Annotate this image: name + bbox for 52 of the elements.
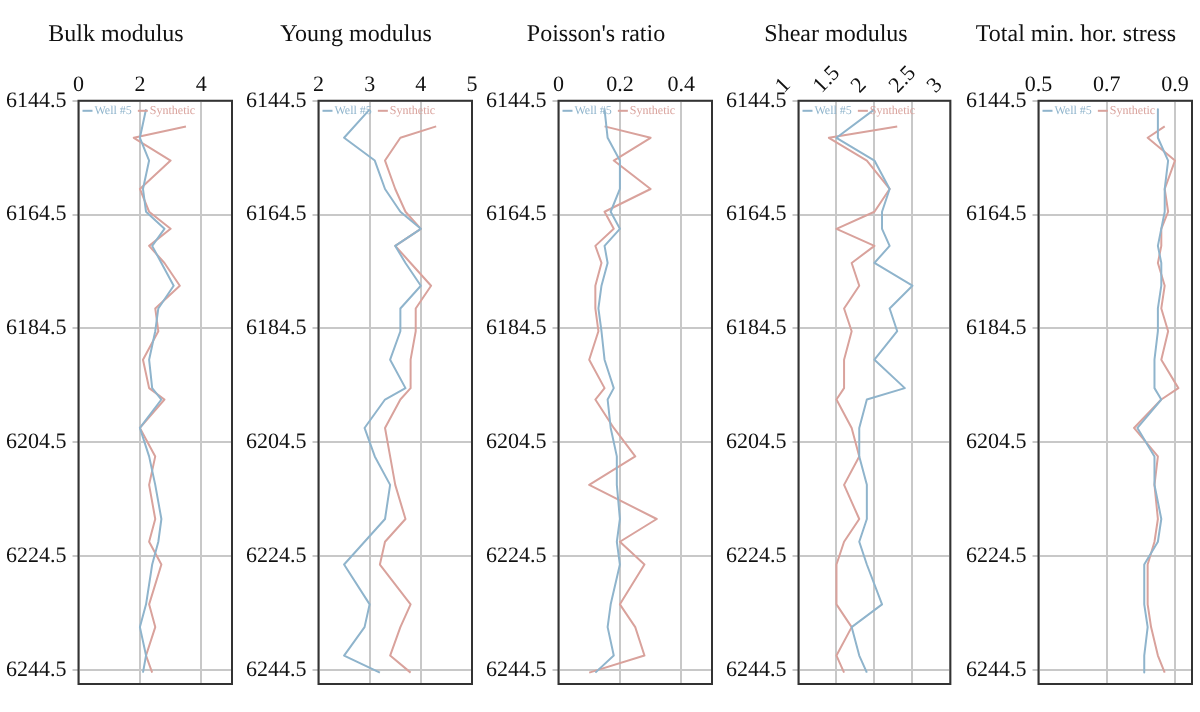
y-tick-label: 6244.5	[966, 657, 1028, 682]
y-tick-label: 6144.5	[6, 88, 68, 113]
chart-title: Young modulus	[280, 18, 433, 47]
chart-title: Total min. hor. stress	[975, 18, 1177, 47]
x-tick-label: 0.4	[667, 73, 697, 98]
y-tick-label: 6204.5	[246, 429, 308, 454]
y-tick-label: 6184.5	[6, 316, 68, 341]
x-tick-label: 4	[415, 73, 428, 98]
x-tick-label: 5	[466, 73, 479, 98]
y-tick-label: 6184.5	[486, 316, 548, 341]
x-tick-label: 2	[313, 73, 324, 98]
y-tick-label: 6224.5	[486, 543, 548, 568]
y-tick-label: 6164.5	[486, 202, 548, 227]
y-tick-label: 6144.5	[726, 88, 788, 113]
x-tick-label: 0	[73, 73, 85, 98]
x-tick-label: 0.2	[606, 73, 634, 98]
x-tick-label: 3	[364, 73, 377, 98]
y-tick-label: 6244.5	[6, 657, 68, 682]
x-tick-label: 0.7	[1092, 73, 1122, 98]
y-tick-label: 6204.5	[726, 429, 788, 454]
y-tick-label: 6224.5	[726, 543, 788, 568]
x-tick-label: 3	[922, 72, 949, 98]
y-tick-label: 6224.5	[6, 543, 68, 568]
x-tick-label: 0.9	[1161, 73, 1190, 98]
y-tick-label: 6164.5	[246, 202, 308, 227]
y-tick-label: 6184.5	[966, 316, 1028, 341]
x-tick-label: 0	[553, 73, 565, 98]
x-tick-label: 4	[195, 73, 208, 98]
chart-title: Poisson's ratio	[526, 18, 666, 47]
chart-title: Bulk modulus	[48, 18, 185, 47]
y-tick-label: 6164.5	[726, 202, 788, 227]
y-tick-label: 6224.5	[246, 543, 308, 568]
y-tick-label: 6144.5	[246, 88, 308, 113]
y-tick-label: 6184.5	[246, 316, 308, 341]
y-tick-label: 6204.5	[486, 429, 548, 454]
chart-title: Shear modulus	[764, 18, 909, 47]
x-tick-label: 2	[846, 73, 872, 98]
y-tick-label: 6224.5	[966, 543, 1028, 568]
y-tick-label: 6204.5	[966, 429, 1028, 454]
x-tick-label: 2	[134, 73, 146, 98]
y-tick-label: 6204.5	[6, 429, 68, 454]
y-tick-label: 6164.5	[966, 202, 1028, 227]
y-tick-label: 6144.5	[486, 88, 548, 113]
y-tick-label: 6244.5	[726, 657, 788, 682]
y-tick-label: 6244.5	[486, 657, 548, 682]
x-tick-label: 1.5	[808, 60, 846, 98]
y-tick-label: 6164.5	[6, 202, 68, 227]
x-tick-label: 0.5	[1024, 73, 1054, 98]
x-tick-label: 2.5	[884, 60, 922, 98]
y-tick-label: 6244.5	[246, 657, 308, 682]
y-tick-label: 6144.5	[966, 88, 1028, 113]
y-tick-label: 6184.5	[726, 316, 788, 341]
